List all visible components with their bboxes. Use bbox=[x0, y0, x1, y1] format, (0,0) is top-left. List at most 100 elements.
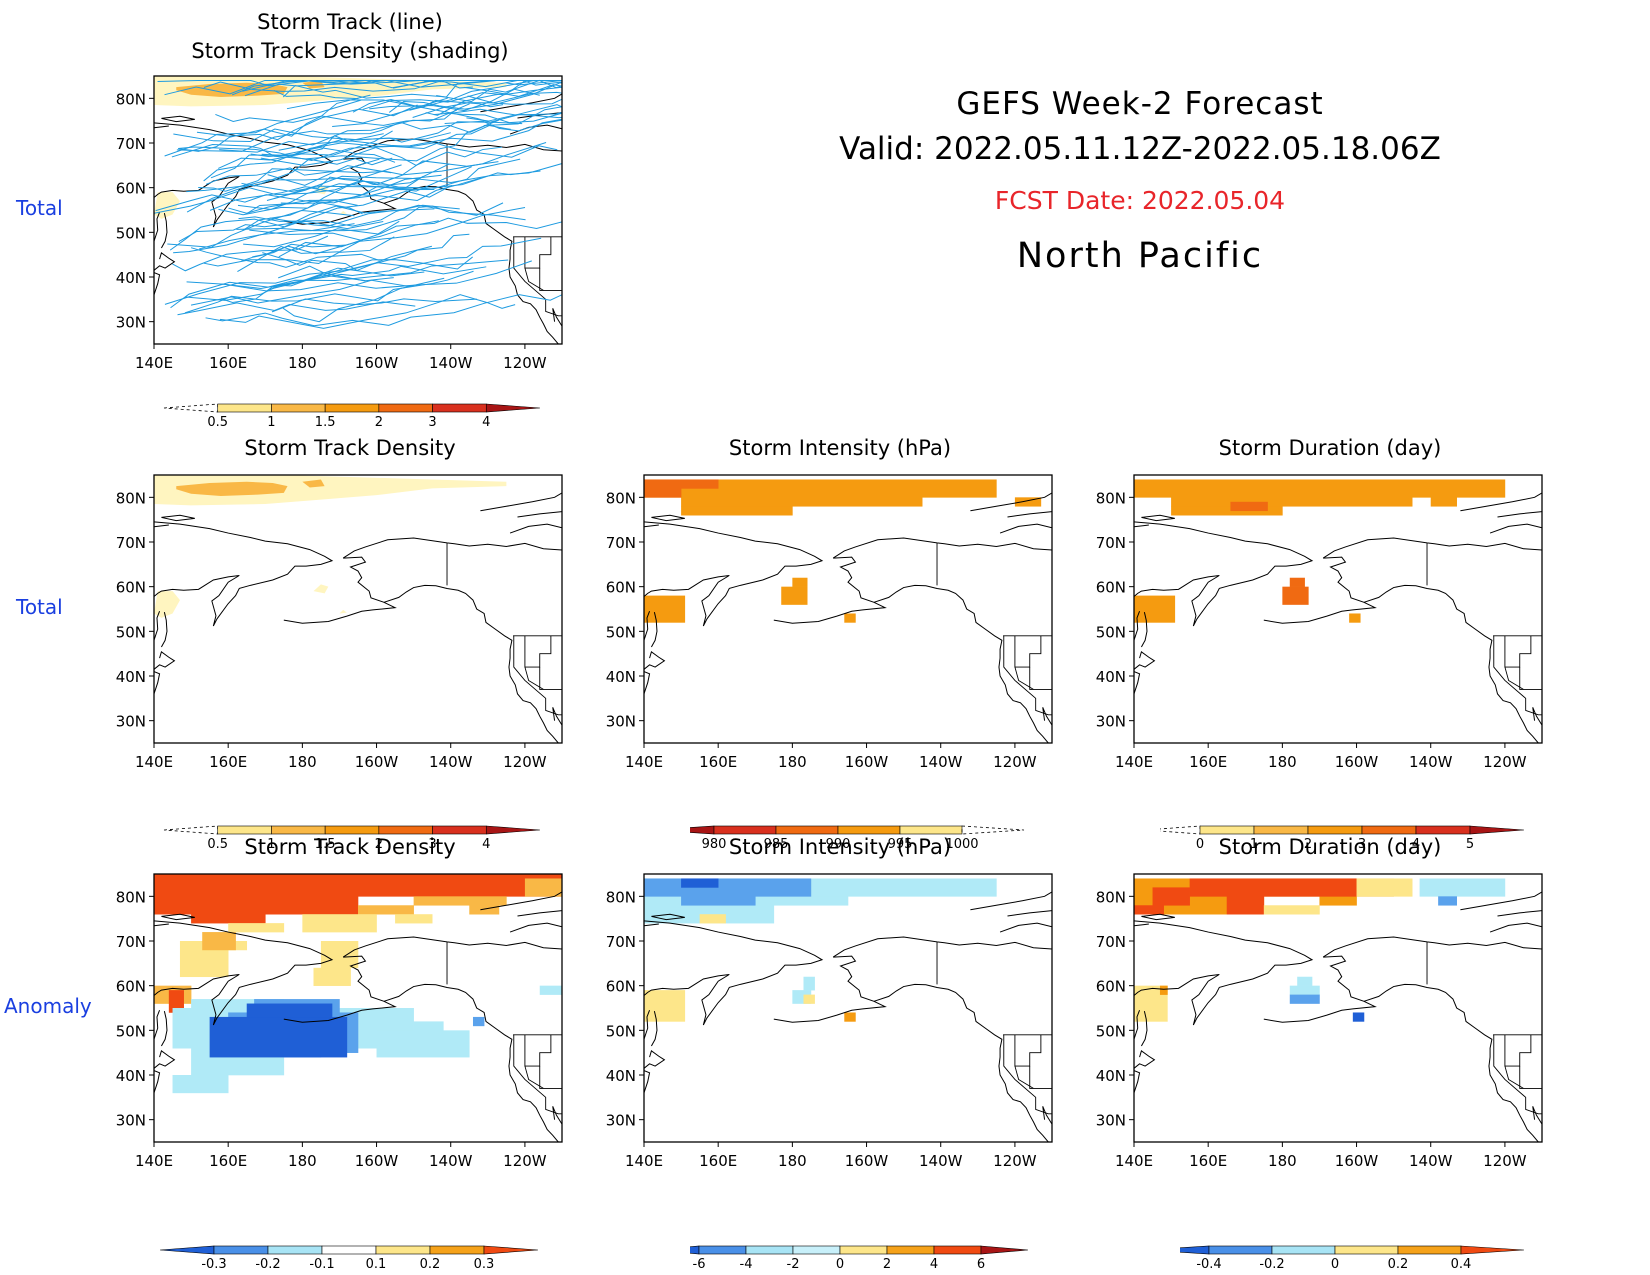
colorbar-label: 1000 bbox=[945, 837, 978, 852]
lat-label: 60N bbox=[606, 978, 636, 996]
lat-label: 30N bbox=[116, 314, 146, 332]
region-name: North Pacific bbox=[1016, 236, 1264, 276]
lat-label: 40N bbox=[116, 269, 146, 287]
lon-label: 160W bbox=[355, 753, 399, 771]
lon-label: 160E bbox=[699, 753, 737, 771]
lon-label: 140W bbox=[919, 753, 963, 771]
lon-label: 160E bbox=[1189, 753, 1227, 771]
lat-label: 60N bbox=[1096, 978, 1126, 996]
lat-label: 70N bbox=[116, 534, 146, 552]
colorbar-label: 0.4 bbox=[1451, 1257, 1472, 1272]
lat-label: 80N bbox=[606, 489, 636, 507]
lon-label: 120W bbox=[503, 354, 547, 372]
lon-label: 160W bbox=[845, 1152, 889, 1170]
lat-label: 60N bbox=[116, 180, 146, 198]
fcst-date: FCST Date: 2022.05.04 bbox=[994, 186, 1286, 215]
colorbar-label: 995 bbox=[888, 837, 913, 852]
colorbar-label: 0.3 bbox=[474, 1257, 495, 1272]
lat-label: 50N bbox=[1096, 1022, 1126, 1040]
colorbar-label: -0.2 bbox=[255, 1257, 280, 1272]
lon-label: 160W bbox=[1335, 1152, 1379, 1170]
lat-label: 40N bbox=[1096, 1067, 1126, 1085]
colorbar-label: 2 bbox=[883, 1257, 891, 1272]
lon-label: 160E bbox=[209, 1152, 247, 1170]
lon-label: 160W bbox=[845, 753, 889, 771]
row-label-middle: Total bbox=[16, 595, 63, 619]
map-total-intensity: 80N 70N 60N 50N 40N 30N 140E 160E 180 160W 140W 120… bbox=[606, 474, 1053, 771]
lon-label: 140E bbox=[625, 753, 663, 771]
colorbar-label: 4 bbox=[482, 415, 490, 430]
track-panel-title-1: Storm Track (line) bbox=[257, 10, 443, 34]
forecast-title: GEFS Week-2 Forecast bbox=[956, 86, 1324, 122]
lat-label: 30N bbox=[1096, 1112, 1126, 1130]
lon-label: 180 bbox=[1268, 753, 1297, 771]
lon-label: 160W bbox=[355, 354, 399, 372]
colorbar-label: 0.2 bbox=[420, 1257, 441, 1272]
lat-label: 60N bbox=[116, 579, 146, 597]
map-anom-density: 80N 70N 60N 50N 40N 30N 140E 160E 180 160W 140W 120… bbox=[116, 873, 563, 1170]
lat-label: 70N bbox=[116, 135, 146, 153]
lon-label: 180 bbox=[778, 1152, 807, 1170]
lat-label: 70N bbox=[606, 534, 636, 552]
lat-label: 80N bbox=[1096, 888, 1126, 906]
row-label-bottom: Anomaly bbox=[4, 994, 92, 1018]
colorbar-label: -0.2 bbox=[1259, 1257, 1284, 1272]
anom-duration-title: Storm Duration (day) bbox=[1218, 835, 1442, 859]
lon-label: 140W bbox=[429, 354, 473, 372]
lat-label: 80N bbox=[116, 489, 146, 507]
lat-label: 30N bbox=[116, 713, 146, 731]
lon-label: 180 bbox=[778, 753, 807, 771]
colorbar-anom-duration: -0.4 -0.2 0 0.2 0.4 bbox=[1180, 1245, 1525, 1272]
colorbar-label: 3 bbox=[428, 837, 436, 852]
colorbar-label: -0.1 bbox=[309, 1257, 334, 1272]
colorbar-label: -0.3 bbox=[201, 1257, 226, 1272]
colorbar-label: 5 bbox=[1466, 837, 1474, 852]
lat-label: 40N bbox=[606, 668, 636, 686]
colorbar-label: 0 bbox=[1196, 837, 1204, 852]
colorbar-label: 3 bbox=[1358, 837, 1366, 852]
map-anom-duration: 80N 70N 60N 50N 40N 30N 140E 160E 180 160W 140W 120… bbox=[1096, 873, 1543, 1170]
lon-label: 160W bbox=[1335, 753, 1379, 771]
colorbar-label: 0.5 bbox=[207, 837, 228, 852]
lat-label: 80N bbox=[116, 888, 146, 906]
lat-label: 80N bbox=[116, 90, 146, 108]
colorbar-label: 2 bbox=[1304, 837, 1312, 852]
lon-label: 140W bbox=[1409, 1152, 1453, 1170]
track-panel-title-2: Storm Track Density (shading) bbox=[191, 39, 509, 63]
lon-label: 180 bbox=[288, 753, 317, 771]
lon-label: 160E bbox=[209, 354, 247, 372]
colorbar-label: -6 bbox=[693, 1257, 706, 1272]
lat-label: 80N bbox=[606, 888, 636, 906]
colorbar-label: 985 bbox=[764, 837, 789, 852]
lon-label: 140W bbox=[1409, 753, 1453, 771]
lon-label: 180 bbox=[288, 1152, 317, 1170]
lon-label: 140E bbox=[135, 753, 173, 771]
lon-label: 140W bbox=[429, 1152, 473, 1170]
colorbar-label: 990 bbox=[826, 837, 851, 852]
anom-intensity-title: Storm Intensity (hPa) bbox=[728, 835, 952, 859]
anom-density-title: Storm Track Density bbox=[244, 835, 456, 859]
lat-label: 30N bbox=[1096, 713, 1126, 731]
colorbar-label: 0.5 bbox=[207, 415, 228, 430]
colorbar-total-intensity: 980 985 990 995 1000 bbox=[690, 825, 1025, 852]
colorbar-label: 4 bbox=[930, 1257, 938, 1272]
lat-label: 70N bbox=[1096, 933, 1126, 951]
lat-label: 30N bbox=[606, 713, 636, 731]
lon-label: 120W bbox=[503, 753, 547, 771]
colorbar-label: -0.4 bbox=[1196, 1257, 1221, 1272]
lat-label: 50N bbox=[606, 623, 636, 641]
colorbar-label: 1.5 bbox=[315, 837, 336, 852]
colorbar-track: 0.5 1 1.5 2 3 4 bbox=[163, 403, 541, 430]
colorbar-label: 3 bbox=[428, 415, 436, 430]
lat-label: 60N bbox=[116, 978, 146, 996]
lon-label: 140E bbox=[135, 354, 173, 372]
lat-label: 30N bbox=[606, 1112, 636, 1130]
lat-label: 40N bbox=[116, 668, 146, 686]
lat-label: 50N bbox=[1096, 623, 1126, 641]
colorbar-label: -4 bbox=[740, 1257, 753, 1272]
lat-label: 70N bbox=[606, 933, 636, 951]
colorbar-label: 980 bbox=[702, 837, 727, 852]
lon-label: 160W bbox=[355, 1152, 399, 1170]
lon-label: 140E bbox=[135, 1152, 173, 1170]
lat-label: 50N bbox=[116, 623, 146, 641]
